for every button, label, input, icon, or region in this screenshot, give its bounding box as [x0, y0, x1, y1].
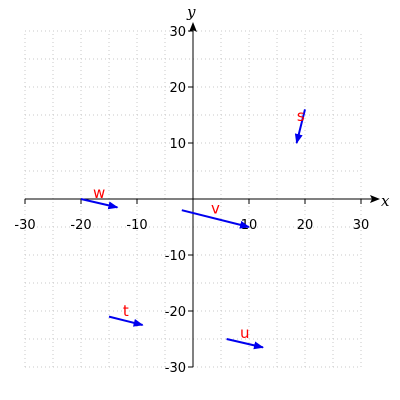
x-tick-label: -30	[14, 218, 35, 233]
y-tick-label: 30	[169, 25, 186, 40]
vector-u: u	[226, 324, 264, 350]
x-tick-label: -20	[70, 218, 91, 233]
x-tick-label: -10	[126, 218, 147, 233]
vector-arrow	[294, 109, 306, 144]
y-tick-label: -20	[165, 305, 186, 320]
vector-label: s	[297, 107, 305, 125]
x-axis-arrow-icon	[370, 195, 380, 203]
x-tick-label: 20	[297, 218, 314, 233]
vector-label: w	[93, 184, 105, 202]
vector-w: w	[80, 184, 119, 210]
vector-v: v	[181, 200, 250, 229]
y-tick-label: -30	[165, 361, 186, 376]
axes: x y	[25, 3, 390, 367]
vector-label: u	[240, 324, 250, 342]
y-tick-label: -10	[165, 249, 186, 264]
vector-arrow	[226, 338, 264, 350]
vector-t: t	[108, 302, 144, 327]
x-axis-label: x	[381, 192, 390, 210]
y-axis-arrow-icon	[189, 22, 197, 32]
vector-s: s	[294, 107, 306, 144]
y-axis-label: y	[186, 3, 196, 21]
y-tick-label: 20	[169, 81, 186, 96]
x-tick-label: 30	[353, 218, 370, 233]
vector-label: t	[123, 302, 129, 320]
vector-arrow	[108, 315, 144, 327]
vector-arrow	[80, 198, 119, 210]
vector-label: v	[211, 200, 220, 218]
y-tick-label: 10	[169, 137, 186, 152]
vector-arrow	[181, 209, 250, 229]
vectors: s v w t u	[80, 107, 306, 350]
